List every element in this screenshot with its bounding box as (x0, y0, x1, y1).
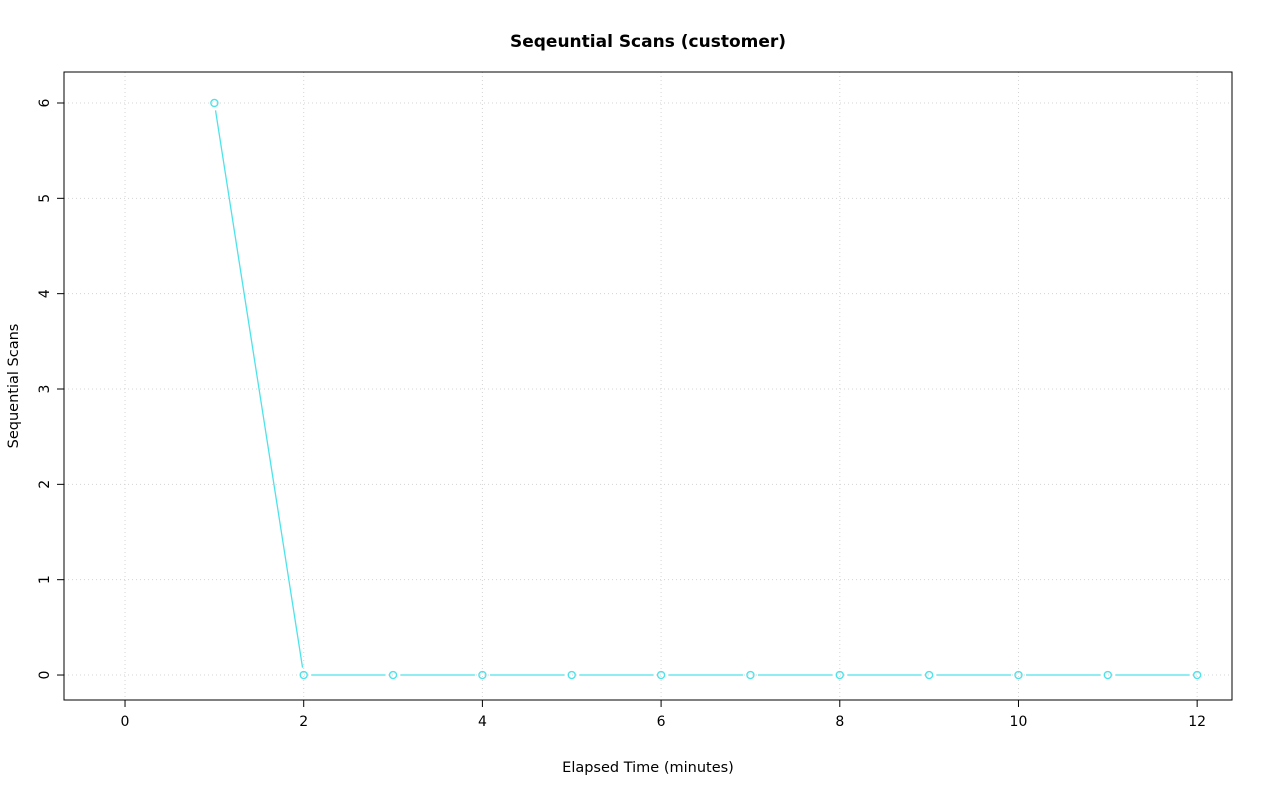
y-tick-label: 5 (37, 194, 53, 203)
x-tick-label: 4 (478, 714, 487, 730)
data-point (210, 98, 219, 108)
y-axis-label: Sequential Scans (6, 324, 22, 449)
data-point (1014, 670, 1023, 680)
data-point (567, 670, 576, 680)
data-point (299, 670, 308, 680)
x-tick-label: 6 (657, 714, 666, 730)
plot-border (63, 71, 1233, 701)
data-point (1192, 670, 1202, 680)
x-tick-label: 0 (121, 714, 130, 730)
data-point (924, 670, 934, 680)
y-tick-label: 0 (37, 671, 53, 680)
data-point (746, 670, 755, 680)
data-point (478, 670, 487, 680)
x-tick-label: 10 (1010, 714, 1028, 730)
data-point (1103, 670, 1113, 680)
series-line-segment (214, 110, 304, 668)
data-point (656, 670, 666, 680)
y-tick-label: 1 (37, 575, 53, 584)
x-tick-label: 2 (299, 714, 308, 730)
data-point (388, 670, 398, 680)
y-tick-label: 3 (37, 385, 53, 394)
data-series (210, 98, 1202, 680)
y-tick-label: 2 (37, 480, 53, 489)
data-point (835, 670, 844, 680)
x-tick-label: 12 (1188, 714, 1206, 730)
y-tick-label: 4 (37, 289, 53, 298)
gridlines (64, 72, 1232, 700)
x-tick-label: 8 (835, 714, 844, 730)
chart-title: Seqeuntial Scans (customer) (510, 32, 786, 52)
y-tick-label: 6 (37, 98, 53, 107)
x-axis-label: Elapsed Time (minutes) (562, 760, 734, 776)
